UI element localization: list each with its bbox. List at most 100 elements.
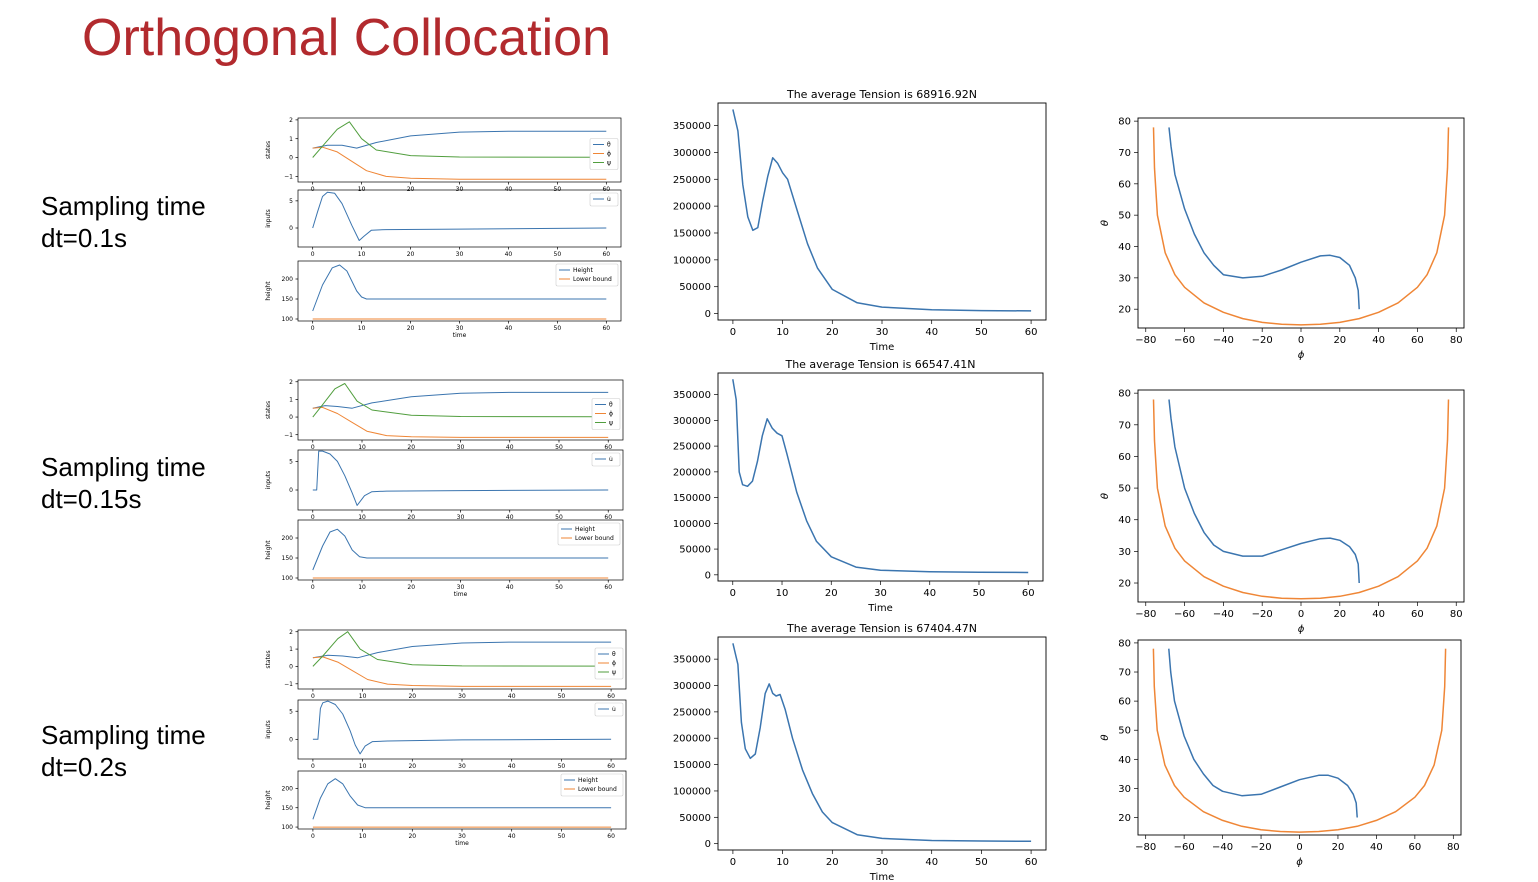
y-tick-label: 30 (1118, 784, 1131, 795)
chart-height-row2: 0 10 20 30 40 50 60 100 150 200 time height Height Lo… (265, 770, 627, 847)
x-tick-label: 10 (776, 857, 789, 868)
x-tick-label: −60 (1174, 609, 1195, 620)
y-tick-label: 0 (289, 414, 293, 421)
y-tick-label: 50000 (679, 282, 711, 293)
x-tick-label: 0 (730, 857, 736, 868)
legend-label: ψ (612, 669, 616, 676)
chart-states-row0: 0 10 20 30 40 50 60 −1 0 1 2 states θϕψ (265, 117, 622, 193)
series-line-0 (1168, 127, 1360, 310)
x-tick-label: 0 (311, 693, 315, 700)
y-tick-label: 150 (282, 296, 294, 303)
row-label-dt-0.1: Sampling time dt=0.1s (41, 190, 206, 254)
x-axis-label: ϕ (1298, 624, 1305, 635)
legend: θϕψ (594, 647, 624, 680)
legend-label: Height (575, 526, 595, 533)
x-tick-label: 50 (554, 325, 562, 332)
series-line-0 (732, 109, 1032, 312)
x-tick-label: 40 (508, 693, 516, 700)
legend: Height Lower bound (560, 773, 624, 797)
y-tick-label: 40 (1118, 515, 1131, 526)
x-tick-label: 0 (311, 186, 315, 193)
x-tick-label: 0 (311, 763, 315, 770)
y-tick-label: 20 (1118, 813, 1131, 824)
legend: u̇ (589, 192, 619, 207)
x-axis-label: Time (869, 872, 894, 882)
y-tick-label: 70 (1118, 668, 1131, 679)
series-line-named-0 (312, 264, 607, 312)
y-tick-label: 200 (282, 786, 294, 793)
legend-label: θ (609, 402, 613, 409)
x-tick-label: 30 (456, 325, 464, 332)
y-tick-label: 300000 (673, 148, 711, 159)
x-tick-label: 0 (1296, 842, 1302, 853)
legend-label: u̇ (609, 456, 613, 463)
y-tick-label: 200 (282, 535, 294, 542)
x-tick-label: 40 (505, 186, 513, 193)
row-label-line2: dt=0.1s (41, 223, 128, 253)
y-tick-label: 20 (1118, 305, 1131, 316)
x-tick-label: 30 (876, 327, 889, 338)
x-tick-label: 20 (826, 327, 839, 338)
x-tick-label: 50 (558, 693, 566, 700)
y-tick-label: 60 (1118, 452, 1131, 463)
y-tick-label: 150 (282, 555, 294, 562)
x-tick-label: 0 (730, 327, 736, 338)
legend-label: ϕ (607, 151, 611, 158)
y-tick-label: 5 (289, 459, 293, 466)
chart-title: The average Tension is 68916.92N (786, 88, 977, 101)
x-axis-label: time (454, 591, 468, 598)
x-tick-label: 40 (923, 588, 936, 599)
x-tick-label: 20 (1333, 609, 1346, 620)
x-axis-label: ϕ (1296, 857, 1303, 868)
y-tick-label: 0 (289, 487, 293, 494)
y-tick-label: 2 (289, 117, 293, 124)
y-tick-label: 60 (1118, 179, 1131, 190)
plot-frame (297, 379, 624, 441)
plot-frame (717, 636, 1047, 851)
x-tick-label: 10 (359, 833, 367, 840)
y-tick-label: 150000 (673, 228, 711, 239)
chart-inputs-row2: 0 10 20 30 40 50 60 0 5 inputs u̇ (265, 699, 627, 770)
x-tick-label: 20 (407, 325, 415, 332)
slide-title: Orthogonal Collocation (82, 9, 611, 67)
chart-height-row0: 0 10 20 30 40 50 60 100 150 200 time height Height Lo… (265, 260, 622, 339)
series-line-1 (1152, 127, 1450, 326)
series-line-1 (1152, 399, 1450, 600)
x-tick-label: 60 (602, 186, 610, 193)
x-tick-label: 80 (1450, 609, 1463, 620)
x-tick-label: 10 (358, 186, 366, 193)
legend-label: θ (607, 142, 611, 149)
row-label-line1: Sampling time (41, 452, 206, 482)
x-tick-label: −60 (1174, 335, 1195, 346)
x-tick-label: 10 (358, 251, 366, 258)
x-tick-label: 30 (458, 693, 466, 700)
y-tick-label: 20 (1118, 579, 1131, 590)
x-tick-label: 10 (776, 588, 789, 599)
y-tick-label: 150 (282, 805, 294, 812)
x-tick-label: 60 (1025, 327, 1038, 338)
row-label-dt-0.15: Sampling time dt=0.15s (41, 451, 206, 515)
x-tick-label: 0 (311, 584, 315, 591)
x-tick-label: 50 (555, 514, 563, 521)
y-tick-label: 250000 (673, 175, 711, 186)
legend: u̇ (591, 452, 621, 467)
y-axis-label: height (265, 540, 272, 560)
y-axis-label: states (265, 650, 272, 668)
x-tick-label: 40 (1372, 335, 1385, 346)
legend-label: Height (578, 777, 598, 784)
x-tick-label: 0 (311, 444, 315, 451)
chart-inputs-row0: 0 10 20 30 40 50 60 0 5 inputs u̇ (265, 189, 622, 258)
legend-label: Lower bound (573, 276, 612, 283)
x-tick-label: −20 (1250, 842, 1271, 853)
x-tick-label: 30 (457, 584, 465, 591)
chart-height-row1: 0 10 20 30 40 50 60 100 150 200 time height Height Lo… (265, 519, 624, 598)
y-axis-label: θ (1100, 493, 1111, 499)
x-tick-label: 20 (825, 588, 838, 599)
x-tick-label: 20 (1332, 842, 1345, 853)
series-line-named-2 (312, 631, 612, 667)
chart-tension-row0: 0 10 20 30 40 50 60 0 50000 100000 150000 200000 250… (673, 88, 1047, 353)
plot-frame (717, 372, 1044, 582)
x-tick-label: 20 (407, 514, 415, 521)
y-tick-label: 100000 (673, 255, 711, 266)
chart-title: The average Tension is 66547.41N (784, 358, 975, 371)
